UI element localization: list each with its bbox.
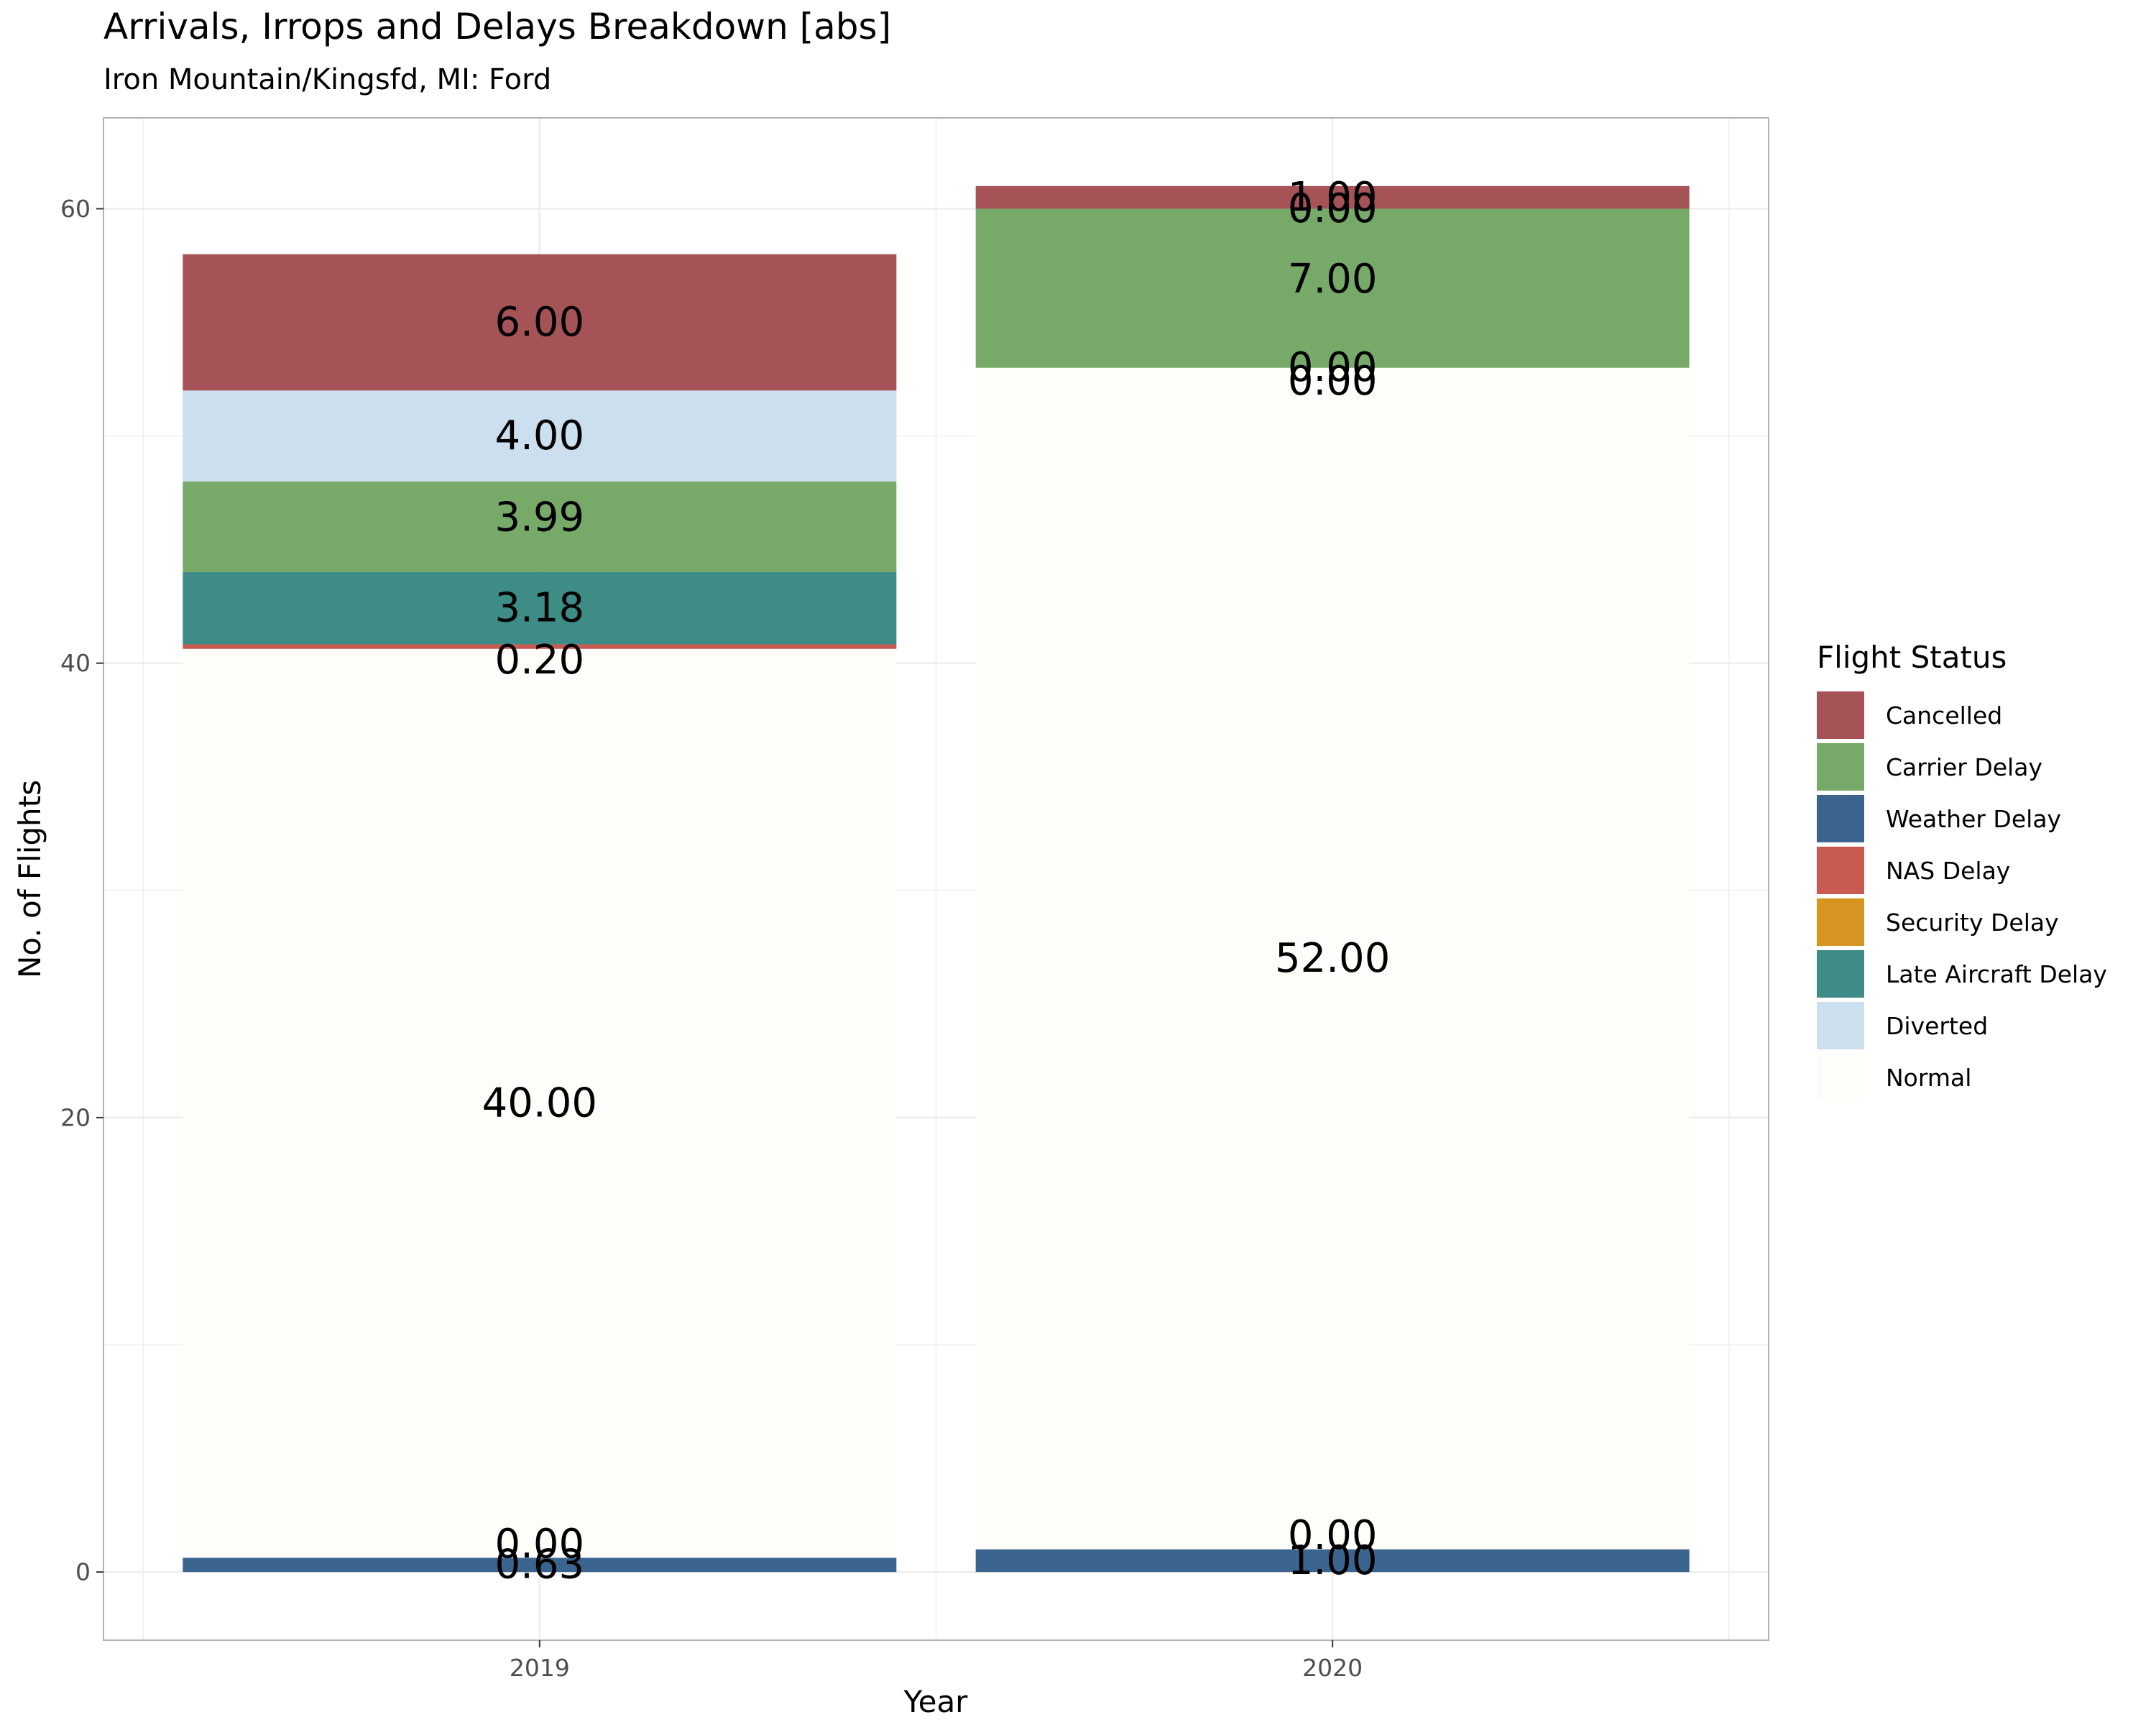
bars <box>183 185 1690 1573</box>
y-tick-label: 60 <box>60 195 91 223</box>
legend-item-late-aircraft-delay: Late Aircraft Delay <box>1817 948 2107 1000</box>
data-label: 0.00 <box>494 1521 584 1568</box>
legend-swatch <box>1817 1054 1864 1101</box>
bar-normal-2020 <box>975 367 1690 1550</box>
data-label: 1.00 <box>1288 174 1378 221</box>
legend-swatch <box>1817 743 1864 791</box>
data-label: 7.00 <box>1288 256 1378 303</box>
y-tick-label: 0 <box>75 1558 91 1586</box>
legend-swatch <box>1817 795 1864 842</box>
data-label: 1.00 <box>1288 1537 1378 1584</box>
legend-item-security-delay: Security Delay <box>1817 896 2107 948</box>
bar-carrier-delay-2019 <box>183 481 897 572</box>
legend-label: NAS Delay <box>1886 856 2011 885</box>
bar-normal-2019 <box>183 648 897 1558</box>
legend-label: Normal <box>1886 1063 1972 1092</box>
data-label: 0.00 <box>1288 358 1378 405</box>
bar-weather-delay-2019 <box>183 1558 897 1573</box>
chart-title: Arrivals, Irrops and Delays Breakdown [a… <box>103 6 892 47</box>
x-axis: 2019 2020 <box>510 1640 1363 1682</box>
legend-swatch <box>1817 950 1864 998</box>
chart-subtitle: Iron Mountain/Kingsfd, MI: Ford <box>103 63 552 96</box>
data-label: 0.00 <box>1288 185 1378 232</box>
bar-cancelled-2019 <box>183 254 897 391</box>
y-tick-label: 40 <box>60 649 91 677</box>
plot-border <box>103 117 1769 1641</box>
legend-item-cancelled: Cancelled <box>1817 689 2107 741</box>
legend-label: Carrier Delay <box>1886 753 2042 781</box>
data-label: 6.00 <box>494 299 584 346</box>
legend-item-carrier-delay: Carrier Delay <box>1817 741 2107 793</box>
legend-item-diverted: Diverted <box>1817 1000 2107 1052</box>
y-axis-title: No. of Flights <box>12 780 47 978</box>
data-label: 0.20 <box>494 637 584 684</box>
legend-swatch <box>1817 847 1864 894</box>
legend-item-weather-delay: Weather Delay <box>1817 793 2107 845</box>
bar-labels: 0.630.0040.000.203.183.994.006.001.000.0… <box>482 174 1391 1588</box>
legend: Flight Status Cancelled Carrier Delay Weat… <box>1817 640 2107 1103</box>
x-tick-label: 2020 <box>1302 1654 1363 1682</box>
legend-label: Diverted <box>1886 1011 1989 1040</box>
data-label: 3.18 <box>494 585 584 632</box>
data-label: 0.00 <box>1288 1512 1378 1559</box>
legend-swatch <box>1817 691 1864 739</box>
data-label: 40.00 <box>482 1080 597 1127</box>
legend-title: Flight Status <box>1817 640 2007 675</box>
bar-late-aircraft-delay-2019 <box>183 571 897 645</box>
y-axis: 0 20 40 60 <box>60 195 103 1586</box>
legend-item-normal: Normal <box>1817 1052 2107 1103</box>
x-tick-label: 2019 <box>510 1654 570 1682</box>
bar-cancelled-2020 <box>975 185 1690 209</box>
legend-item-nas-delay: NAS Delay <box>1817 845 2107 896</box>
legend-swatch <box>1817 1002 1864 1049</box>
y-tick-label: 20 <box>60 1103 91 1131</box>
bar-carrier-delay-2020 <box>975 208 1690 368</box>
data-label: 52.00 <box>1275 935 1390 982</box>
data-label: 0.00 <box>1288 344 1378 391</box>
bar-nas-delay-2019 <box>183 644 897 649</box>
legend-label: Security Delay <box>1886 908 2059 937</box>
legend-swatch <box>1817 898 1864 946</box>
legend-label: Late Aircraft Delay <box>1886 960 2107 988</box>
x-axis-title: Year <box>903 1684 969 1719</box>
data-label: 3.99 <box>494 494 584 541</box>
legend-items: Cancelled Carrier Delay Weather Delay NAS D… <box>1817 689 2107 1103</box>
legend-label: Weather Delay <box>1886 804 2062 833</box>
data-label: 0.63 <box>494 1542 584 1588</box>
data-label: 4.00 <box>494 413 584 459</box>
legend-label: Cancelled <box>1886 701 2003 730</box>
bar-diverted-2019 <box>183 390 897 482</box>
bar-weather-delay-2020 <box>975 1549 1690 1573</box>
